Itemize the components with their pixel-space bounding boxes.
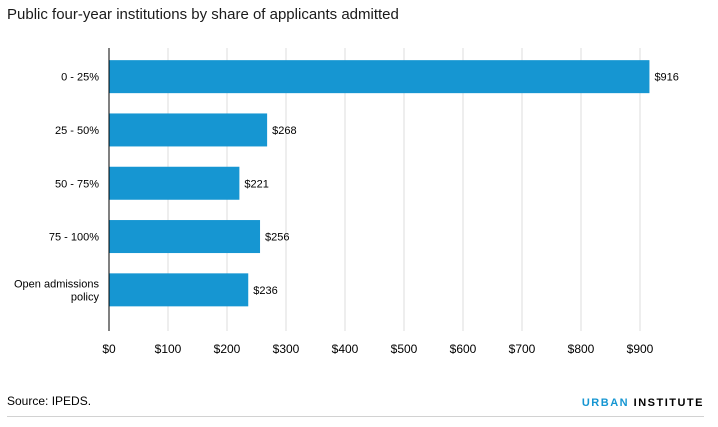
- bar: [109, 113, 268, 147]
- category-label: policy: [71, 291, 100, 303]
- x-tick-label: $200: [214, 342, 241, 356]
- value-label: $256: [265, 232, 289, 244]
- category-label: 50 - 75%: [55, 178, 99, 190]
- bar: [109, 60, 650, 94]
- x-tick-label: $700: [509, 342, 536, 356]
- value-label: $916: [654, 72, 678, 84]
- logo-word-2: INSTITUTE: [633, 397, 704, 409]
- footer-divider: [7, 416, 704, 417]
- value-label: $221: [244, 178, 268, 190]
- x-tick-label: $0: [102, 342, 116, 356]
- value-label: $268: [272, 125, 296, 137]
- value-label: $236: [253, 285, 277, 297]
- x-tick-label: $900: [627, 342, 654, 356]
- category-label: 25 - 50%: [55, 125, 99, 137]
- bar: [109, 166, 240, 200]
- bar: [109, 220, 261, 254]
- x-tick-label: $300: [273, 342, 300, 356]
- logo-word-1: URBAN: [581, 397, 630, 409]
- x-tick-label: $400: [332, 342, 359, 356]
- category-label: 75 - 100%: [49, 232, 99, 244]
- x-tick-label: $100: [155, 342, 182, 356]
- category-label: Open admissions: [14, 278, 99, 290]
- labels: $0 $100 $200 $300 $400 $500 $600 $700 $800 $900 $9…: [14, 72, 679, 356]
- bars: [109, 60, 650, 307]
- chart-title: Public four-year institutions by share o…: [7, 6, 399, 23]
- bar: [109, 273, 249, 307]
- urban-institute-logo: URBAN INSTITUTE: [582, 397, 704, 409]
- x-tick-label: $500: [391, 342, 418, 356]
- category-label: 0 - 25%: [61, 72, 99, 84]
- x-tick-label: $800: [568, 342, 595, 356]
- source-note: Source: IPEDS.: [7, 394, 92, 408]
- x-tick-label: $600: [450, 342, 477, 356]
